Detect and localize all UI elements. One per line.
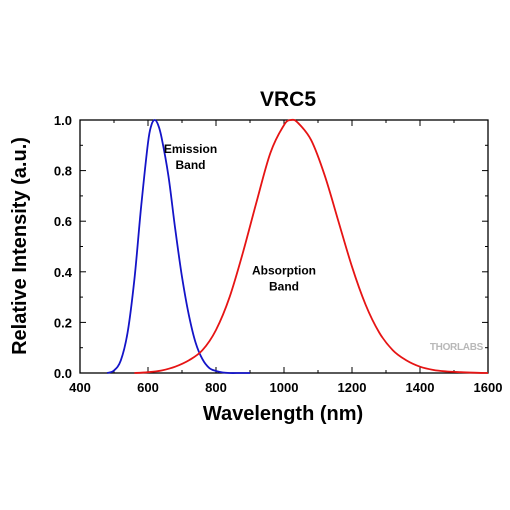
- chart-title: VRC5: [260, 88, 316, 111]
- plot-frame: [79, 119, 489, 374]
- absorption-band-label: Absorption: [252, 263, 316, 277]
- x-tick-label: 600: [137, 380, 159, 395]
- y-tick-label: 0.2: [54, 315, 72, 330]
- thorlabs-watermark: THORLABS: [430, 342, 484, 353]
- y-tick-label: 0.4: [54, 265, 73, 280]
- x-tick-label: 1200: [338, 380, 367, 395]
- emission-band-label: Emission: [164, 142, 217, 156]
- x-tick-label: 1600: [474, 380, 503, 395]
- absorption-curve: [134, 118, 489, 374]
- plot-area: 400 600 800 1000 1200 1400 1600 0.0 0.2 0.4 0.6 0.8…: [54, 113, 503, 395]
- y-tick-label: 0.8: [54, 164, 72, 179]
- x-tick-label: 800: [205, 380, 227, 395]
- emission-curve: [106, 119, 250, 374]
- x-tick-label: 1000: [270, 380, 299, 395]
- y-tick-label: 0.0: [54, 366, 72, 381]
- x-tick-label: 1400: [406, 380, 435, 395]
- x-tick-label: 400: [69, 380, 91, 395]
- y-axis-label: Relative Intensity (a.u.): [9, 137, 31, 355]
- emission-band-label: Band: [176, 158, 206, 172]
- absorption-band-label: Band: [269, 279, 299, 293]
- x-axis-label: Wavelength (nm): [203, 403, 363, 425]
- y-tick-label: 1.0: [54, 113, 72, 128]
- y-tick-label: 0.6: [54, 214, 72, 229]
